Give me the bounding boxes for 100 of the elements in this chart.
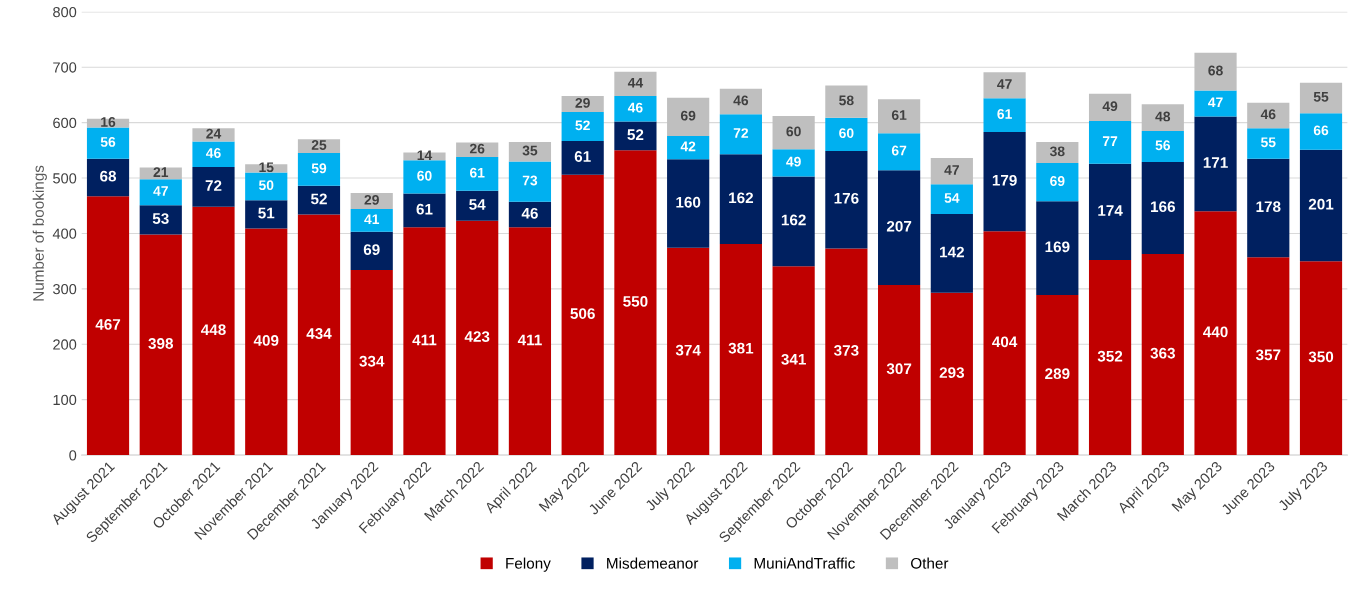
bar [825, 150, 868, 249]
bar [1194, 90, 1237, 117]
bar [614, 96, 657, 122]
bar [1141, 130, 1184, 162]
data-label: 201 [1308, 198, 1334, 210]
data-label: 506 [570, 308, 595, 319]
data-label: 46 [1260, 109, 1276, 120]
data-label: 160 [676, 196, 701, 208]
bar [772, 149, 815, 177]
data-label: 60 [839, 128, 854, 138]
bar [350, 209, 393, 232]
data-label: 162 [781, 214, 806, 226]
data-label: 60 [786, 126, 801, 137]
data-label: 68 [1208, 65, 1223, 76]
bar [456, 220, 499, 456]
y-tick-label: 0 [69, 450, 77, 461]
data-label: 29 [364, 194, 379, 205]
data-label: 50 [258, 180, 274, 191]
bar [192, 206, 235, 456]
data-label: 52 [310, 193, 327, 205]
data-label: 52 [627, 129, 644, 141]
y-axis-title: Number of bookings [32, 165, 47, 301]
bar [1247, 128, 1290, 159]
bar [719, 114, 762, 155]
data-label: 46 [205, 148, 221, 158]
data-label: 66 [1313, 125, 1329, 136]
legend-label: Misdemeanor [607, 557, 699, 569]
data-label: 142 [940, 246, 964, 258]
data-label: 72 [733, 128, 749, 138]
bar [1141, 253, 1184, 456]
data-label: 61 [891, 110, 907, 120]
bar [1036, 142, 1079, 164]
bar [772, 266, 815, 456]
data-label: 174 [1098, 205, 1123, 216]
bar [1247, 257, 1290, 456]
bar [192, 166, 235, 207]
bar [139, 234, 182, 456]
data-label: 423 [464, 331, 490, 343]
bar [1088, 163, 1132, 261]
data-label: 550 [623, 295, 648, 307]
y-tick-label: 600 [53, 117, 77, 129]
data-label: 61 [997, 109, 1012, 119]
bar [1299, 113, 1343, 150]
data-label: 52 [575, 120, 590, 131]
bar [561, 174, 604, 456]
bar [1247, 158, 1290, 258]
data-label: 467 [95, 318, 121, 330]
bar [403, 160, 446, 194]
data-label: 68 [100, 170, 117, 182]
bar [667, 159, 710, 248]
data-label: 14 [417, 150, 433, 161]
bar [508, 201, 552, 228]
bar [350, 270, 393, 456]
bar [719, 88, 762, 115]
y-tick-label: 800 [53, 6, 77, 18]
data-label: 59 [311, 163, 327, 174]
data-label: 69 [1050, 176, 1065, 186]
y-tick-label: 200 [53, 339, 77, 350]
data-label: 350 [1308, 351, 1334, 363]
bar [297, 214, 341, 456]
bar [245, 228, 288, 456]
data-label: 48 [1155, 111, 1171, 122]
bar [1141, 161, 1184, 254]
bar [667, 135, 710, 160]
data-label: 176 [834, 192, 859, 204]
data-label: 58 [839, 95, 854, 106]
bar [1194, 211, 1237, 456]
bar [1141, 104, 1184, 131]
data-label: 341 [781, 353, 806, 365]
data-label: 25 [311, 140, 327, 150]
bar [825, 85, 868, 118]
bar [403, 227, 446, 456]
bar [1194, 116, 1237, 212]
bar [614, 150, 657, 456]
bar [1036, 294, 1079, 456]
bar [878, 133, 921, 171]
bar [825, 117, 868, 151]
data-label: 166 [1151, 201, 1175, 213]
bar [192, 141, 235, 167]
data-label: 47 [1208, 97, 1223, 108]
data-label: 46 [733, 95, 749, 106]
bar [245, 200, 288, 229]
bar [983, 132, 1026, 232]
data-label: 171 [1203, 157, 1228, 168]
data-label: 56 [1155, 140, 1171, 151]
bar [1088, 120, 1132, 164]
data-label: 72 [205, 180, 222, 191]
bar [772, 176, 815, 267]
y-tick-label: 100 [53, 394, 77, 406]
data-label: 374 [675, 344, 701, 356]
bar [245, 172, 288, 201]
bar [1247, 102, 1290, 129]
data-label: 21 [153, 167, 169, 177]
data-label: 44 [627, 77, 644, 88]
bar [930, 214, 973, 293]
bar [297, 153, 341, 186]
bar [1299, 149, 1343, 262]
bar [1299, 261, 1343, 456]
bar [86, 196, 130, 456]
data-label: 179 [992, 174, 1017, 186]
